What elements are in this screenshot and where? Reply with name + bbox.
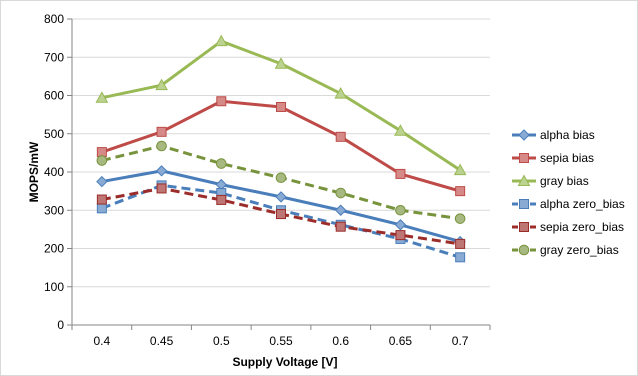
legend-label: alpha bias — [540, 128, 595, 142]
data-point — [394, 219, 407, 231]
x-tick-label: 0.65 — [389, 334, 413, 348]
legend-marker — [518, 244, 530, 256]
legend-label: sepia zero_bias — [540, 220, 624, 234]
legend-marker — [519, 222, 529, 232]
data-point — [455, 238, 466, 249]
legend-item: sepia zero_bias — [512, 220, 624, 234]
data-point — [455, 252, 466, 263]
data-point — [274, 57, 288, 69]
x-tick-label: 0.5 — [213, 334, 230, 348]
data-point — [453, 163, 467, 176]
data-point — [394, 124, 407, 136]
data-point — [216, 96, 227, 107]
legend-marker — [518, 129, 530, 141]
legend-label: alpha zero_bias — [540, 197, 625, 211]
y-axis-title: MOPS/mW — [27, 141, 41, 202]
legend-item: gray zero_bias — [512, 243, 619, 257]
axes — [67, 18, 491, 330]
gridlines — [72, 18, 490, 288]
legend-marker — [519, 153, 529, 163]
data-point — [335, 131, 346, 142]
data-point — [95, 91, 109, 103]
data-point — [335, 221, 346, 232]
data-point — [156, 140, 167, 152]
y-tick-labels: 0 100 200 300 400 500 600 700 800 — [44, 12, 64, 332]
data-point — [216, 194, 227, 205]
y-tick-label: 300 — [44, 203, 64, 217]
data-point — [155, 165, 168, 177]
data-point — [214, 34, 228, 47]
x-axis-title: Supply Voltage [V] — [232, 355, 337, 369]
data-point — [96, 194, 107, 205]
data-point — [395, 168, 406, 179]
legend-item: sepia bias — [512, 151, 594, 165]
series-sepia-bias — [96, 96, 466, 197]
data-point — [156, 126, 167, 137]
data-point — [96, 175, 108, 188]
y-tick-label: 400 — [44, 165, 64, 179]
y-tick-label: 100 — [44, 280, 64, 294]
y-tick-label: 0 — [57, 318, 64, 332]
x-tick-label: 0.45 — [150, 334, 174, 348]
legend-item: alpha bias — [512, 128, 595, 142]
data-point — [275, 172, 287, 184]
legend-label: gray zero_bias — [540, 243, 619, 257]
data-point — [215, 158, 227, 169]
data-point — [454, 213, 466, 224]
data-point — [276, 209, 286, 220]
legend-label: gray bias — [540, 174, 589, 188]
x-tick-label: 0.7 — [452, 334, 469, 348]
y-tick-label: 800 — [44, 12, 64, 26]
data-point — [155, 78, 168, 91]
x-tick-label: 0.6 — [332, 334, 349, 348]
legend-label: sepia bias — [540, 151, 594, 165]
y-tick-label: 200 — [44, 242, 64, 256]
y-tick-label: 500 — [44, 127, 64, 141]
series-gray-bias — [95, 34, 467, 176]
data-point — [276, 101, 286, 112]
legend-marker — [517, 174, 531, 186]
data-point — [455, 186, 466, 197]
y-tick-label: 700 — [44, 50, 64, 64]
legend-marker — [519, 199, 529, 209]
data-point — [275, 191, 287, 203]
legend-item: alpha zero_bias — [512, 197, 625, 211]
legend: alpha bias sepia bias gray bias alpha zero_… — [512, 128, 625, 257]
data-point — [96, 203, 107, 214]
series-sepia-zero-bias — [96, 183, 466, 249]
data-point — [335, 204, 347, 216]
series-group — [95, 34, 467, 263]
data-point — [395, 230, 406, 241]
data-point — [335, 187, 347, 199]
data-point — [96, 155, 108, 166]
x-tick-labels: 0.4 0.45 0.5 0.55 0.6 0.65 0.7 — [94, 334, 469, 348]
x-tick-label: 0.55 — [269, 334, 293, 348]
data-point — [334, 87, 348, 99]
series-gray-zero-bias — [96, 140, 466, 224]
data-point — [156, 183, 167, 194]
x-tick-label: 0.4 — [94, 334, 111, 348]
legend-item: gray bias — [512, 174, 589, 188]
y-tick-label: 600 — [44, 89, 64, 103]
data-point — [395, 204, 406, 216]
